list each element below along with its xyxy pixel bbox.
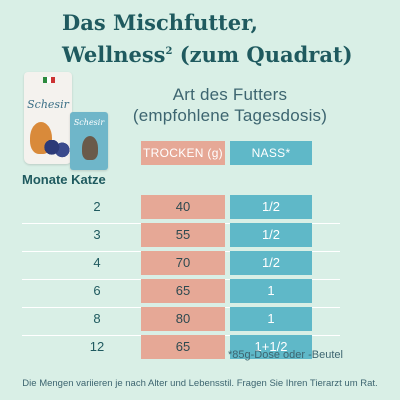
- table-row: 3 55 1/2: [0, 223, 400, 252]
- pouch-brand-logo: Schesir: [73, 118, 105, 127]
- nass-cell: 1/2: [230, 251, 312, 275]
- title-line-1: Das Mischfutter,: [62, 10, 258, 35]
- pouch-cat-illustration: [82, 136, 98, 160]
- title-suffix: (zum Quadrat): [172, 42, 353, 67]
- page-title: Das Mischfutter, Wellness2 (zum Quadrat): [62, 8, 353, 69]
- italian-flag-icon: [43, 77, 55, 83]
- trocken-cell: 80: [141, 307, 225, 331]
- disclaimer: Die Mengen variieren je nach Alter und L…: [22, 378, 378, 389]
- food-type-title: Art des Futters: [172, 85, 288, 104]
- nass-cell: 1/2: [230, 195, 312, 219]
- nass-cell: 1: [230, 279, 312, 303]
- month-cell: 12: [89, 339, 105, 354]
- footnote: *85g-Dose oder -Beutel: [228, 349, 343, 361]
- trocken-cell: 40: [141, 195, 225, 219]
- title-superscript: 2: [165, 46, 173, 57]
- table-row: 6 65 1: [0, 279, 400, 308]
- food-type-header: Art des Futters (empfohlene Tagesdosis): [115, 84, 345, 126]
- month-cell: 2: [93, 199, 101, 214]
- trocken-cell: 65: [141, 279, 225, 303]
- title-wellness: Wellness: [62, 42, 166, 67]
- table-row: 4 70 1/2: [0, 251, 400, 280]
- month-cell: 8: [93, 311, 101, 326]
- table-row: 8 80 1: [0, 307, 400, 336]
- bag-brand-logo: Schesir: [27, 98, 69, 111]
- month-cell: 6: [93, 283, 101, 298]
- trocken-cell: 55: [141, 223, 225, 247]
- dry-food-bag: Schesir: [24, 72, 72, 164]
- nass-cell: 1: [230, 307, 312, 331]
- table-row: 2 40 1/2: [0, 195, 400, 224]
- trocken-cell: 65: [141, 335, 225, 359]
- month-cell: 3: [93, 227, 101, 242]
- nass-cell: 1+1/2: [230, 335, 312, 359]
- trocken-cell: 70: [141, 251, 225, 275]
- product-images: Schesir Schesir: [18, 70, 114, 182]
- column-header-trocken: TROCKEN (g): [141, 141, 225, 165]
- title-line-2: Wellness2 (zum Quadrat): [62, 37, 353, 69]
- food-type-subtitle: (empfohlene Tagesdosis): [132, 106, 328, 125]
- column-header-nass: NASS*: [230, 141, 312, 165]
- wet-food-pouch: Schesir: [70, 112, 108, 170]
- month-cell: 4: [93, 255, 101, 270]
- table-row: 12 65 1+1/2: [0, 335, 400, 359]
- blueberries-illustration: [44, 140, 70, 158]
- nass-cell: 1/2: [230, 223, 312, 247]
- months-label: Monate Katze: [22, 172, 106, 187]
